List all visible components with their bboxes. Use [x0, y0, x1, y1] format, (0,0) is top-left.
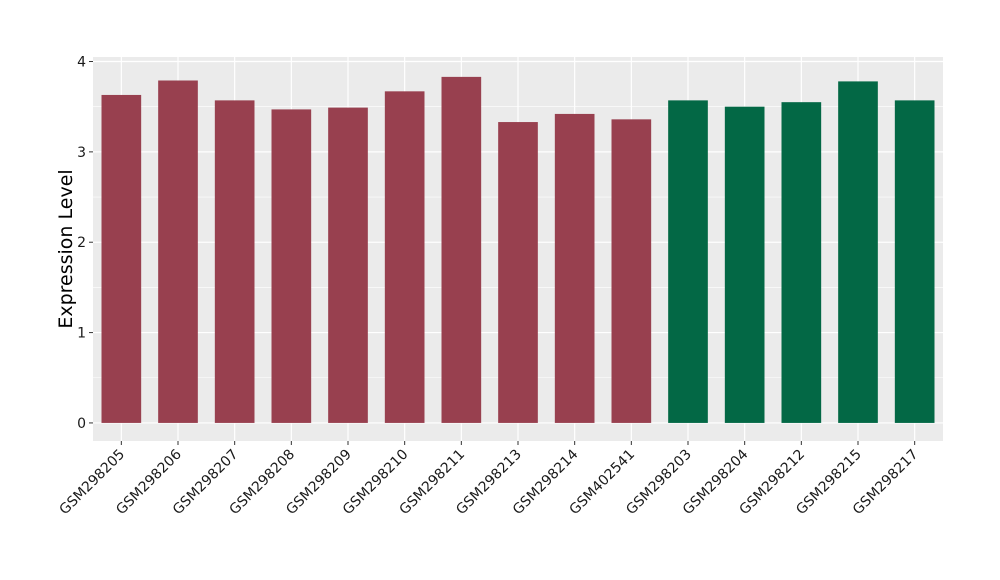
- bar-GSM298215: [838, 81, 878, 423]
- bar-GSM298212: [781, 102, 822, 423]
- bar-GSM298217: [894, 100, 935, 423]
- y-tick-label: 2: [77, 235, 86, 251]
- y-tick-label: 0: [77, 416, 86, 432]
- bar-GSM298214: [554, 113, 595, 423]
- y-tick-label: 1: [77, 326, 86, 342]
- bar-GSM298211: [441, 76, 482, 423]
- bar-GSM402541: [611, 119, 652, 423]
- bar-GSM298206: [158, 80, 198, 423]
- bar-GSM298204: [724, 106, 765, 423]
- bar-GSM298213: [498, 122, 538, 423]
- y-tick-label: 3: [77, 145, 86, 161]
- bars: [101, 76, 935, 423]
- y-axis: 0 1 2 3 4: [77, 55, 93, 432]
- bar-GSM298207: [214, 100, 255, 423]
- y-axis-title: Expression Level: [55, 169, 77, 328]
- bar-GSM298205: [101, 94, 142, 423]
- bar-GSM298210: [384, 91, 425, 423]
- bar-GSM298203: [668, 100, 708, 423]
- y-tick-label: 4: [77, 55, 86, 71]
- bar-GSM298208: [271, 109, 312, 423]
- x-axis: GSM298205GSM298206GSM298207GSM298208GSM2…: [57, 441, 921, 518]
- bar-GSM298209: [328, 107, 368, 423]
